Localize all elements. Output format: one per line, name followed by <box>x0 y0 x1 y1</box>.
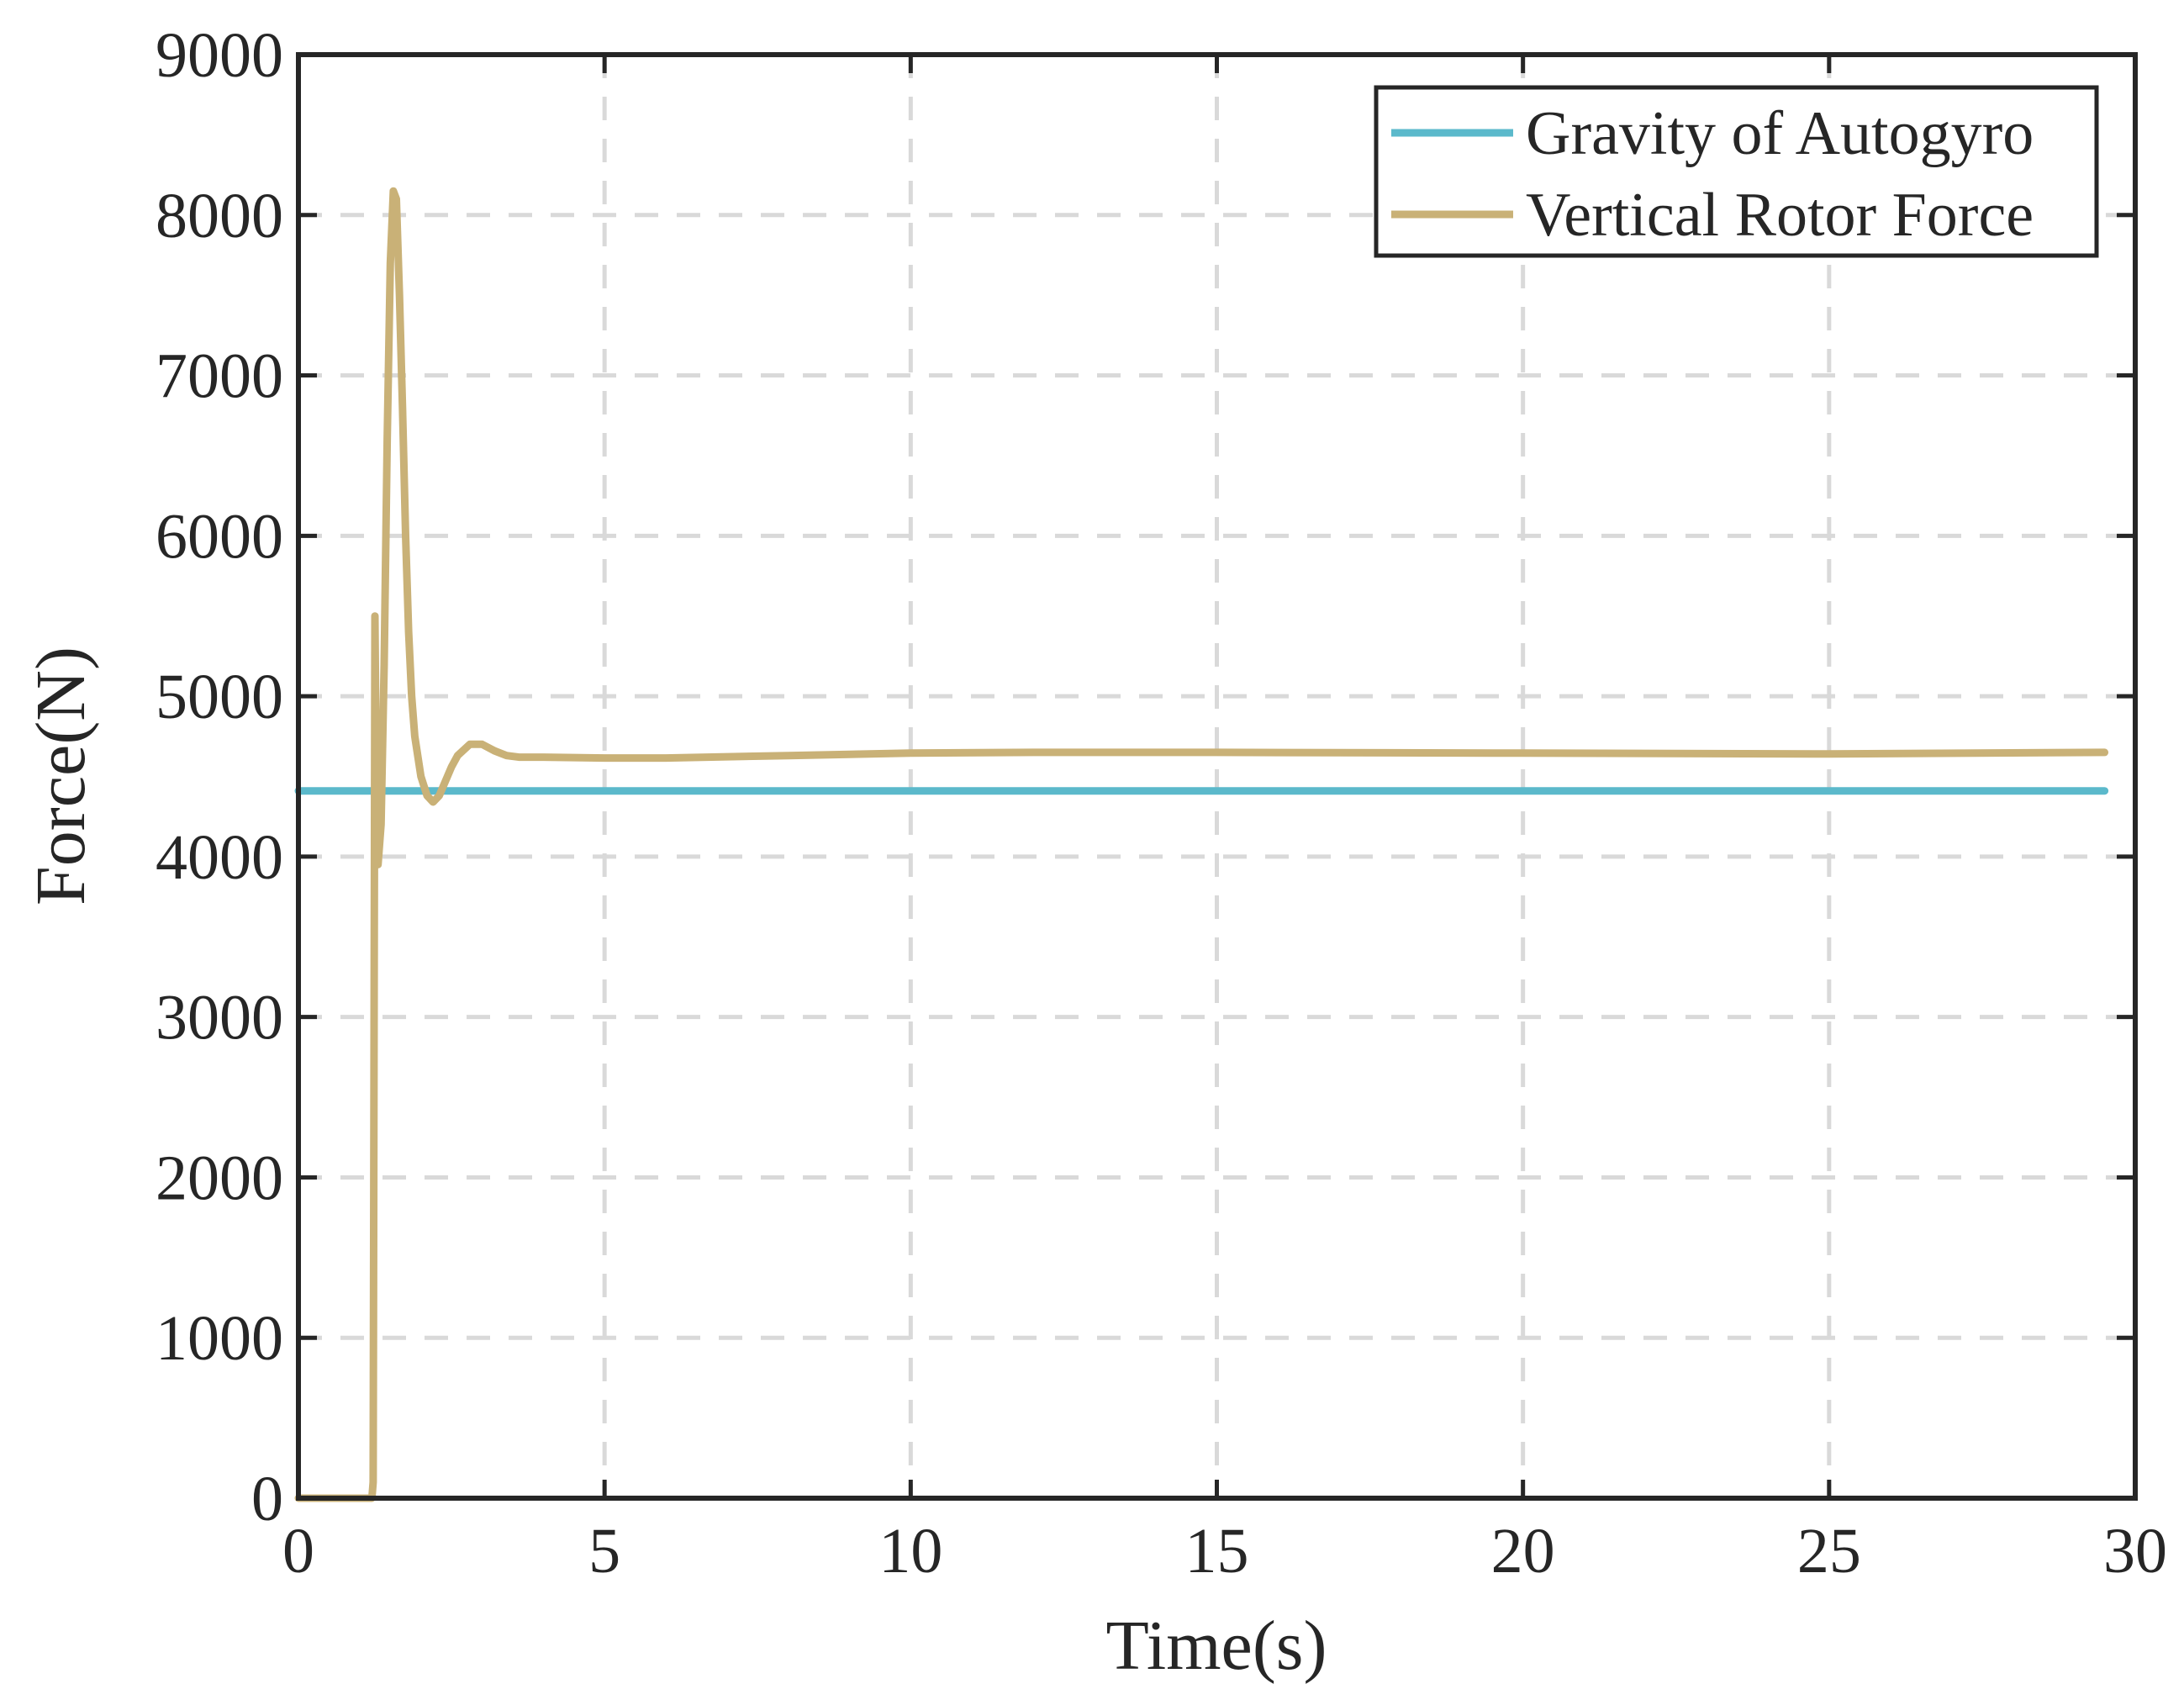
y-tick-label: 4000 <box>156 822 283 893</box>
grid-layer <box>298 55 2135 1498</box>
x-axis-title: Time(s) <box>1106 1607 1327 1685</box>
y-tick-label: 2000 <box>156 1143 283 1213</box>
y-tick-label: 6000 <box>156 501 283 572</box>
y-tick-label: 9000 <box>156 20 283 91</box>
series-layer <box>294 187 2109 1502</box>
x-tick-label: 0 <box>282 1516 314 1586</box>
legend-label-vertical-rotor-force: Vertical Rotor Force <box>1526 181 2034 250</box>
series-line-vertical-rotor-force <box>294 187 2109 1502</box>
y-tick-label: 0 <box>251 1464 283 1534</box>
x-tick-labels: 0 5 10 15 20 25 30 <box>282 1516 2167 1586</box>
x-tick-label: 15 <box>1185 1516 1249 1586</box>
y-tick-label: 1000 <box>156 1303 283 1374</box>
y-tick-label: 5000 <box>156 662 283 732</box>
y-tick-label: 3000 <box>156 983 283 1053</box>
x-tick-label: 5 <box>588 1516 620 1586</box>
x-tick-label: 25 <box>1797 1516 1861 1586</box>
y-tick-label: 7000 <box>156 341 283 412</box>
y-tick-label: 8000 <box>156 181 283 251</box>
legend: Gravity of Autogyro Vertical Rotor Force <box>1374 85 2099 258</box>
x-tick-label: 30 <box>2103 1516 2167 1586</box>
y-tick-labels: 0 1000 2000 3000 4000 5000 6000 7000 8000 9000 <box>156 20 283 1534</box>
y-axis-title: Force(N) <box>22 647 100 905</box>
legend-label-gravity: Gravity of Autogyro <box>1526 99 2034 168</box>
tick-layer <box>296 52 2138 1501</box>
x-tick-label: 20 <box>1491 1516 1555 1586</box>
x-tick-label: 10 <box>878 1516 942 1586</box>
legend-box <box>1374 85 2099 258</box>
